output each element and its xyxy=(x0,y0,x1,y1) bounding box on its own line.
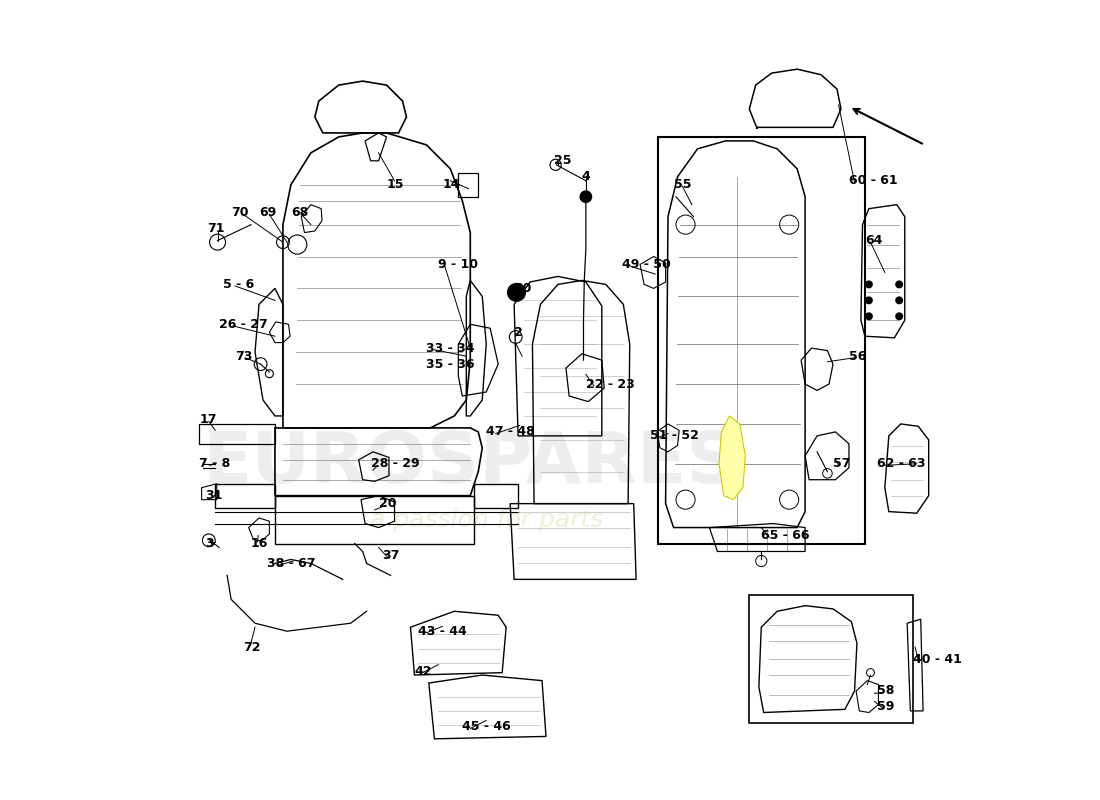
Text: EUROSPARES: EUROSPARES xyxy=(202,430,738,498)
Text: 35 - 36: 35 - 36 xyxy=(427,358,475,370)
Circle shape xyxy=(865,281,873,288)
Text: 49 - 50: 49 - 50 xyxy=(621,258,671,271)
Text: 62 - 63: 62 - 63 xyxy=(877,458,925,470)
Text: 4: 4 xyxy=(582,170,591,183)
Text: 68: 68 xyxy=(290,206,308,219)
Text: 71: 71 xyxy=(207,222,224,235)
Circle shape xyxy=(895,296,903,304)
Circle shape xyxy=(580,190,592,203)
Text: 9 - 10: 9 - 10 xyxy=(439,258,478,271)
Text: 72: 72 xyxy=(243,641,261,654)
Text: 33 - 34: 33 - 34 xyxy=(427,342,475,354)
Text: 20: 20 xyxy=(378,497,396,510)
Text: 5 - 6: 5 - 6 xyxy=(223,278,254,291)
Text: 26 - 27: 26 - 27 xyxy=(219,318,268,330)
Text: 25: 25 xyxy=(554,154,572,167)
Text: 22 - 23: 22 - 23 xyxy=(586,378,635,390)
Text: 55: 55 xyxy=(673,178,691,191)
Text: 37: 37 xyxy=(383,549,400,562)
Text: 47 - 48: 47 - 48 xyxy=(486,426,535,438)
Text: 14: 14 xyxy=(442,178,460,191)
Text: 43 - 44: 43 - 44 xyxy=(418,625,468,638)
Text: 30: 30 xyxy=(514,282,531,295)
Text: 17: 17 xyxy=(199,414,217,426)
Circle shape xyxy=(895,281,903,288)
Text: 28 - 29: 28 - 29 xyxy=(371,458,419,470)
Text: 38 - 67: 38 - 67 xyxy=(267,557,316,570)
Text: 70: 70 xyxy=(231,206,249,219)
Text: 60 - 61: 60 - 61 xyxy=(849,174,898,187)
Text: 59: 59 xyxy=(877,701,894,714)
Text: 40 - 41: 40 - 41 xyxy=(913,653,961,666)
Text: 56: 56 xyxy=(849,350,867,362)
Text: 69: 69 xyxy=(258,206,276,219)
Text: a passion for parts: a passion for parts xyxy=(370,507,603,531)
Circle shape xyxy=(865,296,873,304)
Circle shape xyxy=(865,312,873,320)
Text: 16: 16 xyxy=(251,537,268,550)
Circle shape xyxy=(895,312,903,320)
Text: 73: 73 xyxy=(235,350,253,362)
Text: 45 - 46: 45 - 46 xyxy=(462,720,512,734)
Text: 64: 64 xyxy=(865,234,882,247)
Text: 57: 57 xyxy=(833,458,850,470)
Text: 2: 2 xyxy=(514,326,522,338)
Text: 15: 15 xyxy=(386,178,404,191)
Text: 3: 3 xyxy=(206,537,214,550)
Polygon shape xyxy=(719,416,746,500)
Text: 51 - 52: 51 - 52 xyxy=(650,430,699,442)
Text: 31: 31 xyxy=(206,489,223,502)
Text: 42: 42 xyxy=(415,665,432,678)
Circle shape xyxy=(507,283,526,302)
Text: 7 - 8: 7 - 8 xyxy=(199,458,231,470)
Text: 65 - 66: 65 - 66 xyxy=(761,529,810,542)
Text: 58: 58 xyxy=(877,685,894,698)
